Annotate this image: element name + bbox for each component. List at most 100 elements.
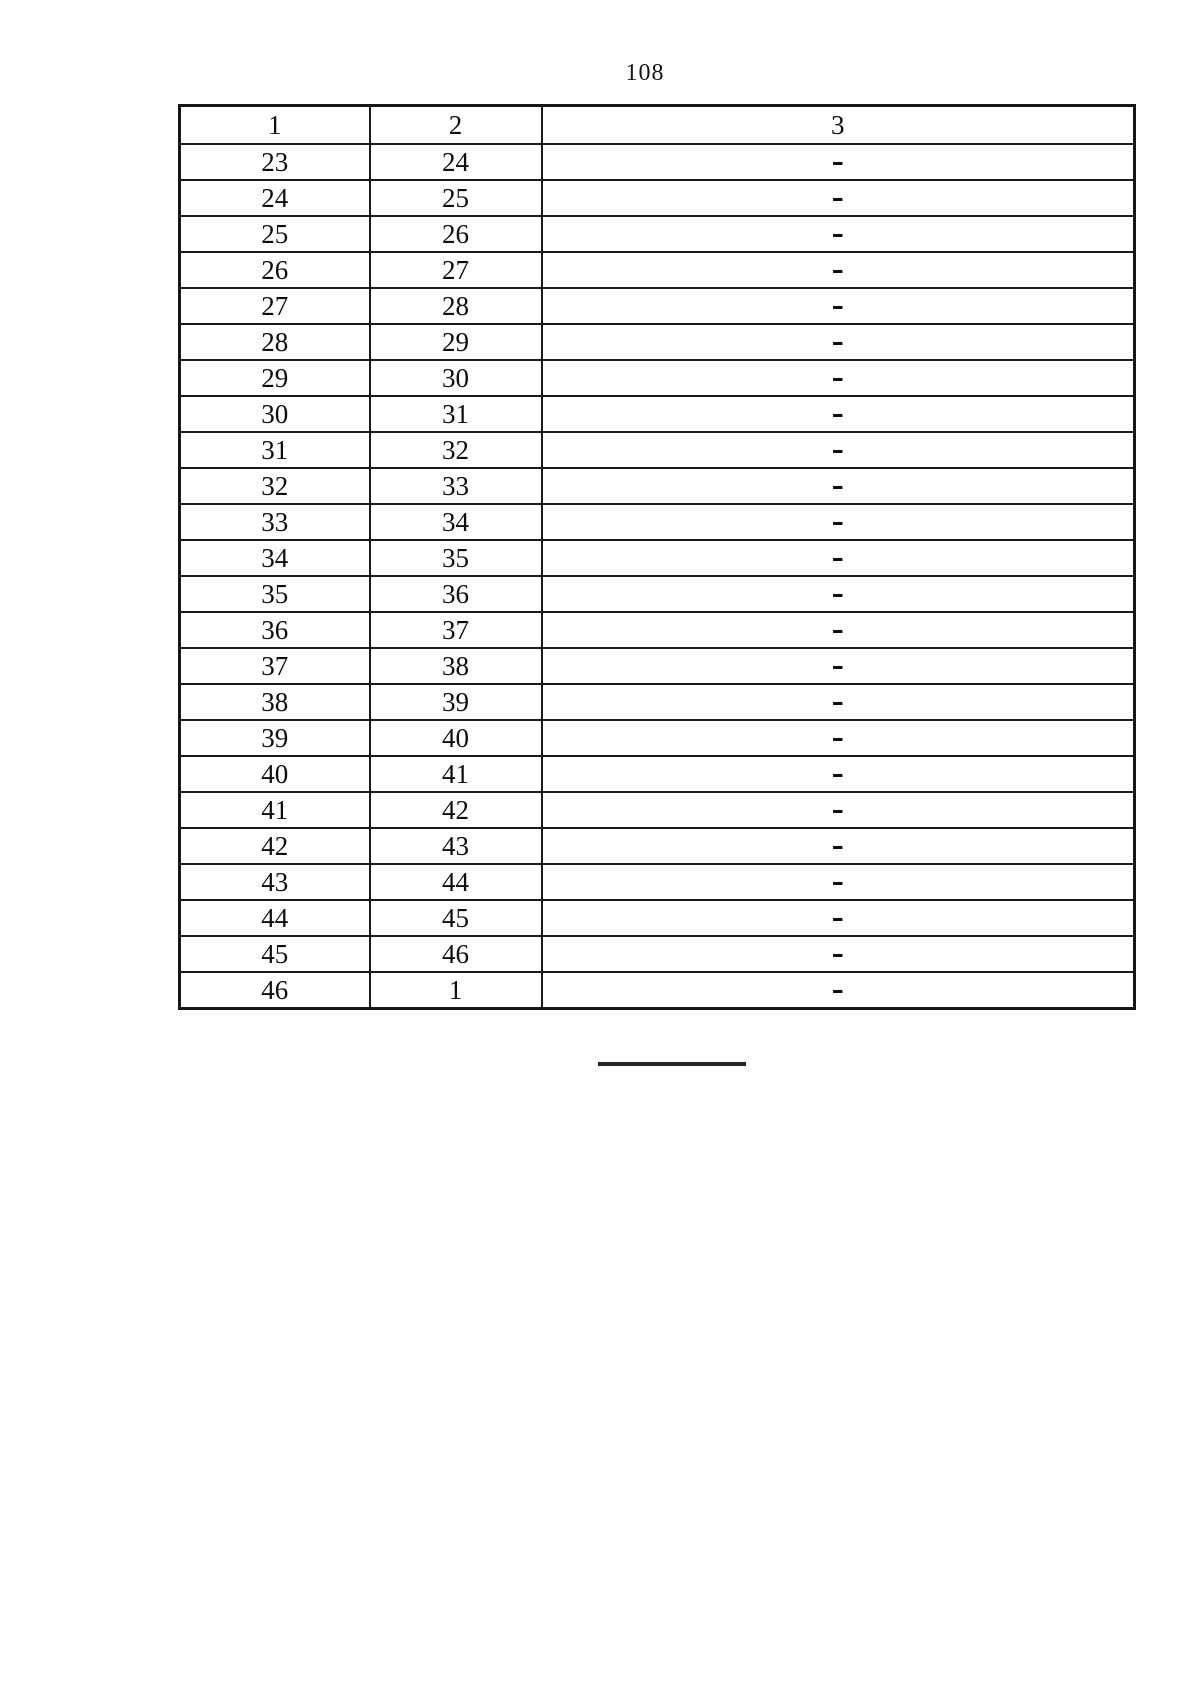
table-row: 34 35–: [178, 539, 1136, 577]
table-row: 41 42–: [178, 791, 1136, 829]
number-cell: 40: [368, 719, 543, 757]
number-cell: 28: [368, 287, 543, 325]
table-row: 37 38–: [178, 647, 1136, 685]
table-row: 38 39–: [178, 683, 1136, 721]
dash-cell: –: [540, 611, 1136, 649]
number-cell: 44: [178, 899, 371, 937]
table-row: 36 37–: [178, 611, 1136, 649]
column-header-2: 2: [368, 104, 543, 145]
number-cell: 39: [368, 683, 543, 721]
column-header-1: 1: [178, 104, 371, 145]
dash-cell: –: [540, 467, 1136, 505]
table-row: 42 43–: [178, 827, 1136, 865]
table-row: 26 27–: [178, 251, 1136, 289]
number-cell: 35: [368, 539, 543, 577]
number-cell: 26: [178, 251, 371, 289]
number-cell: 26: [368, 215, 543, 253]
dash-cell: –: [540, 647, 1136, 685]
dash-cell: –: [540, 863, 1136, 901]
number-cell: 41: [178, 791, 371, 829]
dash-cell: –: [540, 719, 1136, 757]
number-cell: 39: [178, 719, 371, 757]
dash-cell: –: [540, 503, 1136, 541]
number-cell: 35: [178, 575, 371, 613]
number-cell: 30: [178, 395, 371, 433]
table-row: 46 1–: [178, 971, 1136, 1010]
number-cell: 27: [368, 251, 543, 289]
dash-cell: –: [540, 791, 1136, 829]
number-cell: 23: [178, 143, 371, 181]
numbered-table: 1 2 3 23 24–24 25–25 26–26 27–27 28–28 29–29 30…: [178, 104, 1136, 1010]
dash-cell: –: [540, 539, 1136, 577]
number-cell: 38: [368, 647, 543, 685]
dash-cell: –: [540, 395, 1136, 433]
separator-line: [598, 1062, 746, 1066]
dash-cell: –: [540, 431, 1136, 469]
dash-cell: –: [540, 899, 1136, 937]
number-cell: 45: [178, 935, 371, 973]
table-header-row: 1 2 3: [178, 104, 1136, 145]
table-row: 40 41–: [178, 755, 1136, 793]
dash-cell: –: [540, 179, 1136, 217]
number-cell: 1: [368, 971, 543, 1010]
dash-cell: –: [540, 287, 1136, 325]
number-cell: 29: [178, 359, 371, 397]
table-row: 43 44–: [178, 863, 1136, 901]
number-cell: 46: [178, 971, 371, 1010]
number-cell: 36: [368, 575, 543, 613]
number-cell: 32: [368, 431, 543, 469]
column-header-3: 3: [540, 104, 1136, 145]
dash-cell: –: [540, 323, 1136, 361]
table-row: 30 31–: [178, 395, 1136, 433]
number-cell: 37: [178, 647, 371, 685]
number-cell: 44: [368, 863, 543, 901]
number-cell: 43: [368, 827, 543, 865]
number-cell: 28: [178, 323, 371, 361]
dash-cell: –: [540, 359, 1136, 397]
number-cell: 45: [368, 899, 543, 937]
number-cell: 42: [178, 827, 371, 865]
table-row: 28 29–: [178, 323, 1136, 361]
dash-cell: –: [540, 251, 1136, 289]
table-row: 24 25–: [178, 179, 1136, 217]
dash-cell: –: [540, 575, 1136, 613]
number-cell: 25: [368, 179, 543, 217]
table-row: 33 34–: [178, 503, 1136, 541]
table-row: 27 28–: [178, 287, 1136, 325]
number-cell: 34: [178, 539, 371, 577]
number-cell: 30: [368, 359, 543, 397]
dash-cell: –: [540, 935, 1136, 973]
number-cell: 37: [368, 611, 543, 649]
number-cell: 31: [178, 431, 371, 469]
number-cell: 42: [368, 791, 543, 829]
table-row: 29 30–: [178, 359, 1136, 397]
number-cell: 24: [178, 179, 371, 217]
dash-cell: –: [540, 827, 1136, 865]
dash-cell: –: [540, 755, 1136, 793]
table-row: 39 40–: [178, 719, 1136, 757]
dash-cell: –: [540, 971, 1136, 1010]
table-row: 35 36–: [178, 575, 1136, 613]
number-cell: 46: [368, 935, 543, 973]
number-cell: 33: [368, 467, 543, 505]
number-cell: 36: [178, 611, 371, 649]
dash-cell: –: [540, 143, 1136, 181]
dash-cell: –: [540, 683, 1136, 721]
number-cell: 38: [178, 683, 371, 721]
table-row: 31 32–: [178, 431, 1136, 469]
page-number: 108: [625, 60, 665, 86]
table-row: 45 46–: [178, 935, 1136, 973]
table-row: 44 45–: [178, 899, 1136, 937]
dash-cell: –: [540, 215, 1136, 253]
table-row: 25 26–: [178, 215, 1136, 253]
number-cell: 34: [368, 503, 543, 541]
number-cell: 43: [178, 863, 371, 901]
table-row: 23 24–: [178, 143, 1136, 181]
number-cell: 27: [178, 287, 371, 325]
number-cell: 40: [178, 755, 371, 793]
number-cell: 25: [178, 215, 371, 253]
number-cell: 29: [368, 323, 543, 361]
number-cell: 24: [368, 143, 543, 181]
number-cell: 41: [368, 755, 543, 793]
